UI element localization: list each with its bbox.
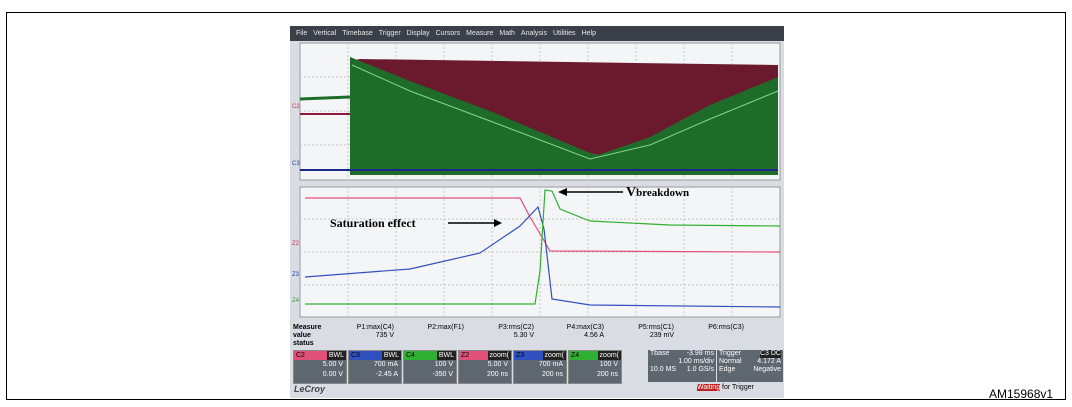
trigger-mode: Normal bbox=[719, 358, 742, 365]
channel-name: Z3 bbox=[516, 352, 524, 359]
trigger-slope: Negative bbox=[753, 366, 781, 374]
menu-item: File bbox=[296, 30, 307, 37]
channel-line: -350 V bbox=[404, 370, 456, 380]
brand: LeCroy bbox=[294, 384, 325, 394]
measure-row-label: status bbox=[293, 340, 314, 347]
measure-param: P1:max(C4) bbox=[340, 324, 394, 331]
channel-tag: BWL bbox=[437, 351, 456, 360]
menu-item: Display bbox=[407, 30, 430, 37]
channel-header: Z2 zoom( bbox=[459, 351, 511, 360]
trigger-box: Trigger C3 DC Normal 4.172 A Edge Negati… bbox=[717, 350, 783, 382]
measure-param: P4:max(C3) bbox=[550, 324, 604, 331]
annotation-sub: breakdown bbox=[636, 187, 689, 199]
trace-label: C3 bbox=[292, 161, 300, 167]
measure-row-label: Measure bbox=[293, 324, 321, 331]
channel-line: 200 ns bbox=[459, 370, 511, 380]
menu-item: Utilities bbox=[553, 30, 576, 37]
measure-param: P2:max(F1) bbox=[410, 324, 464, 331]
trace-label: Z4 bbox=[292, 298, 299, 304]
measure-param: P5:rms(C1) bbox=[620, 324, 674, 331]
menu-item: Help bbox=[582, 30, 596, 37]
menu-item: Analysis bbox=[521, 30, 547, 37]
timebase-div: 1.00 ms/div bbox=[678, 358, 714, 366]
measure-param: P3:rms(C2) bbox=[480, 324, 534, 331]
channel-line: 700 mA bbox=[514, 360, 566, 370]
measure-value: 239 mV bbox=[620, 332, 674, 339]
channel-line: 200 ns bbox=[569, 370, 621, 380]
measure-param: P6:rms(C3) bbox=[690, 324, 744, 331]
menu-bar: File Vertical Timebase Trigger Display Cursor… bbox=[290, 26, 784, 41]
measure-row-label: value bbox=[293, 332, 311, 339]
channel-tag: BWL bbox=[327, 351, 346, 360]
channel-header: C2 BWL bbox=[294, 351, 346, 360]
channel-line: 100 V bbox=[569, 360, 621, 370]
channel-line: -2.45 A bbox=[349, 370, 401, 380]
measure-value: 5.30 V bbox=[480, 332, 534, 339]
channel-name: Z4 bbox=[571, 352, 579, 359]
channel-name: C4 bbox=[406, 352, 415, 359]
timebase-rate: 1.0 GS/s bbox=[687, 366, 714, 374]
trigger-type: Edge bbox=[719, 366, 735, 373]
annotation: Vbreakdown bbox=[626, 185, 689, 201]
channel-tag: BWL bbox=[382, 351, 401, 360]
channel-tag: zoom( bbox=[543, 351, 566, 360]
page: File Vertical Timebase Trigger Display Cursor… bbox=[0, 0, 1072, 407]
channel-tag: zoom( bbox=[598, 351, 621, 360]
timebase-offset: -3.98 ms bbox=[687, 350, 714, 358]
timebase-samples: 10.0 MS bbox=[650, 366, 676, 373]
figure-id: AM15968v1 bbox=[989, 387, 1053, 401]
channel-line: 200 ns bbox=[514, 370, 566, 380]
menu-item: Vertical bbox=[313, 30, 336, 37]
trigger-status: Waiting for Trigger bbox=[697, 384, 754, 391]
channel-header: C4 BWL bbox=[404, 351, 456, 360]
timebase-box: Tbase -3.98 ms 1.00 ms/div 10.0 MS 1.0 G… bbox=[648, 350, 716, 382]
waveform-display bbox=[290, 41, 784, 341]
menu-item: Timebase bbox=[342, 30, 372, 37]
trigger-status-b: for Trigger bbox=[722, 384, 754, 391]
menu-item: Measure bbox=[466, 30, 493, 37]
annotation-main: V bbox=[626, 185, 636, 200]
channel-line: 700 mA bbox=[349, 360, 401, 370]
channel-name: C2 bbox=[296, 352, 305, 359]
trigger-level: 4.172 A bbox=[757, 358, 781, 366]
trigger-source: C3 DC bbox=[760, 350, 781, 358]
timebase-label: Tbase bbox=[650, 350, 669, 357]
trace-label: C2 bbox=[292, 104, 300, 110]
channel-line: 0.00 V bbox=[294, 370, 346, 380]
channel-name: Z2 bbox=[461, 352, 469, 359]
menu-item: Trigger bbox=[379, 30, 401, 37]
menu-item: Math bbox=[499, 30, 515, 37]
channel-line: 100 V bbox=[404, 360, 456, 370]
c4-pre bbox=[300, 97, 350, 99]
menu-item: Cursors bbox=[436, 30, 461, 37]
channel-header: Z3 zoom( bbox=[514, 351, 566, 360]
trace-label: Z2 bbox=[292, 241, 299, 247]
trigger-status-a: Waiting bbox=[697, 384, 720, 391]
trigger-label: Trigger bbox=[719, 350, 741, 357]
scope-screen: File Vertical Timebase Trigger Display Cursor… bbox=[290, 26, 784, 398]
annotation: Saturation effect bbox=[330, 216, 416, 231]
channel-line: 5.00 V bbox=[459, 360, 511, 370]
trace-label: Z3 bbox=[292, 272, 299, 278]
channel-tag: zoom( bbox=[488, 351, 511, 360]
channel-header: Z4 zoom( bbox=[569, 351, 621, 360]
channel-line: 5.00 V bbox=[294, 360, 346, 370]
channel-header: C3 BWL bbox=[349, 351, 401, 360]
measure-value: 4.56 A bbox=[550, 332, 604, 339]
measure-value: 735 V bbox=[340, 332, 394, 339]
channel-name: C3 bbox=[351, 352, 360, 359]
